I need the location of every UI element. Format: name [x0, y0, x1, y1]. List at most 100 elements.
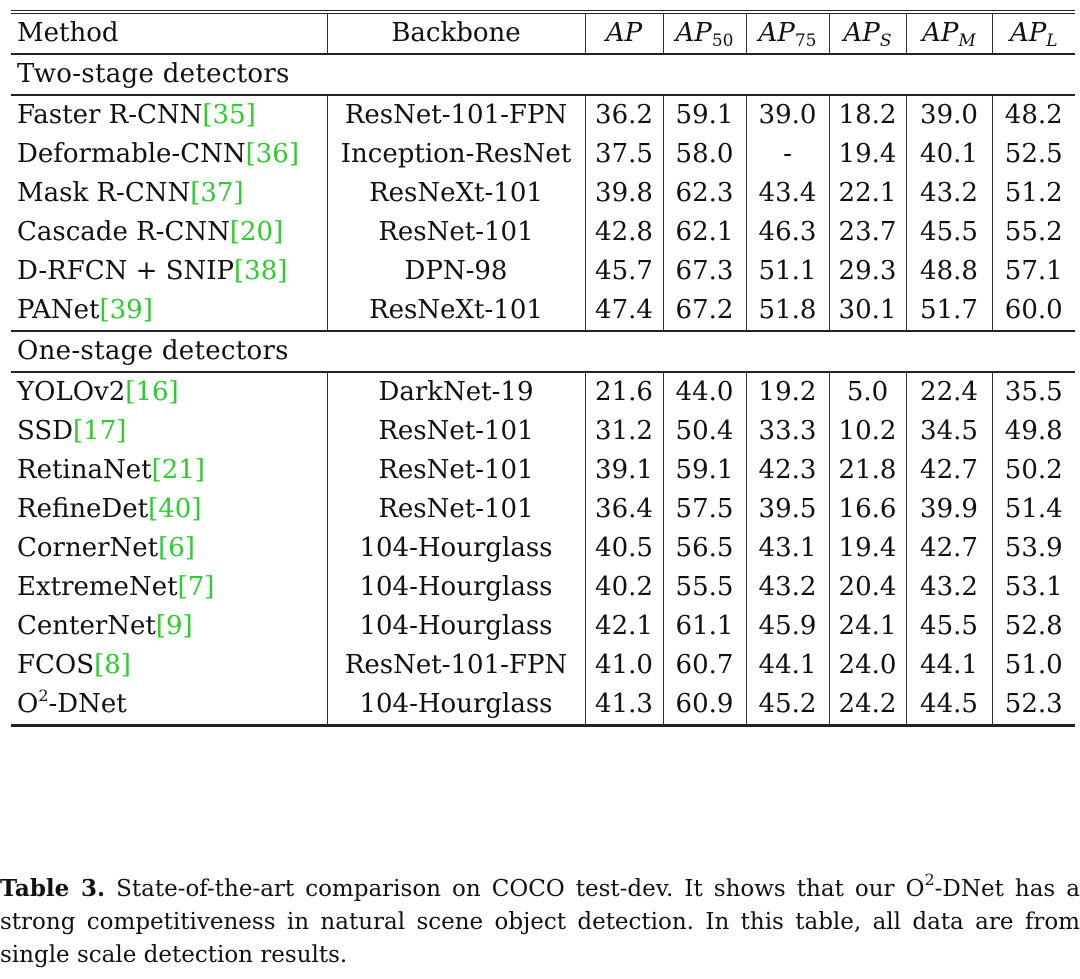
method-name: D-RFCN + SNIP: [17, 256, 235, 286]
ap-cell: 42.1: [584, 607, 663, 646]
ap50-cell: 44.0: [662, 372, 746, 412]
aps-cell: 19.4: [828, 529, 906, 568]
header-ap-text: AP: [605, 18, 643, 48]
backbone-cell: 104-Hourglass: [326, 568, 585, 607]
ap-cell: 31.2: [584, 412, 663, 451]
apl-cell: 55.2: [991, 213, 1075, 252]
apm-cell: 43.2: [905, 174, 992, 213]
apl-cell: 49.8: [991, 412, 1075, 451]
citation-link[interactable]: [40]: [148, 494, 202, 524]
aps-cell: 10.2: [828, 412, 906, 451]
backbone-cell: ResNet-101: [326, 490, 585, 529]
method-cell: Deformable-CNN[36]: [11, 135, 327, 174]
caption-text-a: State-of-the-art comparison on COCO test…: [105, 876, 925, 902]
backbone-cell: ResNet-101: [326, 412, 585, 451]
citation-link[interactable]: [6]: [158, 533, 195, 563]
apm-cell: 44.5: [905, 685, 992, 726]
header-apm-sub: M: [958, 31, 976, 51]
apm-cell: 42.7: [905, 529, 992, 568]
method-cell: RetinaNet[21]: [11, 451, 327, 490]
ap50-cell: 50.4: [662, 412, 746, 451]
apm-cell: 39.9: [905, 490, 992, 529]
method-name: YOLOv2: [17, 377, 126, 407]
ap75-cell: 39.0: [745, 95, 829, 135]
caption-text-b: -DNet has a strong competitiveness in na…: [0, 876, 1080, 968]
citation-link[interactable]: [36]: [245, 139, 299, 169]
header-aps-text: AP: [843, 18, 880, 48]
method-name: Cascade R-CNN: [17, 217, 230, 247]
apm-cell: 45.5: [905, 213, 992, 252]
ap50-cell: 60.7: [662, 646, 746, 685]
header-apl-sub: L: [1046, 31, 1058, 51]
method-cell: D-RFCN + SNIP[38]: [11, 252, 327, 291]
apm-cell: 45.5: [905, 607, 992, 646]
backbone-cell: ResNeXt-101: [326, 291, 585, 331]
header-apm: APM: [905, 12, 992, 54]
ap50-cell: 59.1: [662, 451, 746, 490]
table-row: PANet[39] ResNeXt-101 47.4 67.2 51.8 30.1 51.7…: [11, 291, 1075, 331]
method-cell: CenterNet[9]: [11, 607, 327, 646]
table-row: Faster R-CNN[35] ResNet-101-FPN 36.2 59.1 39…: [11, 95, 1075, 135]
ap75-cell: 43.1: [745, 529, 829, 568]
method-cell: PANet[39]: [11, 291, 327, 331]
header-ap50: AP50: [662, 12, 746, 54]
header-aps: APS: [828, 12, 906, 54]
aps-cell: 18.2: [828, 95, 906, 135]
results-table: Method Backbone AP AP50 AP75 APS APM APL…: [11, 10, 1075, 727]
ap-cell: 40.5: [584, 529, 663, 568]
ap-cell: 21.6: [584, 372, 663, 412]
ap75-cell: -: [745, 135, 829, 174]
apl-cell: 52.3: [991, 685, 1075, 726]
apl-cell: 52.8: [991, 607, 1075, 646]
apm-cell: 39.0: [905, 95, 992, 135]
citation-link[interactable]: [38]: [234, 256, 288, 286]
citation-link[interactable]: [17]: [73, 416, 127, 446]
citation-link[interactable]: [39]: [99, 295, 153, 325]
backbone-cell: ResNet-101-FPN: [326, 646, 585, 685]
table-row: D-RFCN + SNIP[38] DPN-98 45.7 67.3 51.1 29.3 4…: [11, 252, 1075, 291]
ap50-cell: 62.3: [662, 174, 746, 213]
ap-cell: 47.4: [584, 291, 663, 331]
apl-cell: 51.2: [991, 174, 1075, 213]
table-row: FCOS[8] ResNet-101-FPN 41.0 60.7 44.1 24.0 44.…: [11, 646, 1075, 685]
citation-link[interactable]: [9]: [155, 611, 193, 641]
citation-link[interactable]: [7]: [177, 572, 215, 602]
section-title: Two-stage detectors: [17, 59, 290, 89]
header-method: Method: [17, 18, 119, 48]
ap75-cell: 51.8: [745, 291, 829, 331]
citation-link[interactable]: [8]: [94, 650, 131, 680]
backbone-cell: Inception-ResNet: [326, 135, 585, 174]
header-ap75-text: AP: [758, 18, 795, 48]
section-header-row: Two-stage detectors: [11, 54, 1075, 95]
ap50-cell: 60.9: [662, 685, 746, 726]
method-cell: O2-DNet: [11, 685, 327, 726]
apm-cell: 42.7: [905, 451, 992, 490]
caption-label: Table 3.: [0, 875, 106, 902]
citation-link[interactable]: [21]: [151, 455, 205, 485]
ap50-cell: 67.3: [662, 252, 746, 291]
method-name: RetinaNet: [17, 455, 152, 485]
method-name: ExtremeNet: [17, 572, 178, 602]
method-name: Deformable-CNN: [17, 139, 246, 169]
ap75-cell: 43.2: [745, 568, 829, 607]
citation-link[interactable]: [35]: [202, 100, 256, 130]
apl-cell: 57.1: [991, 252, 1075, 291]
header-apm-text: AP: [922, 18, 959, 48]
apm-cell: 48.8: [905, 252, 992, 291]
table-row: SSD[17] ResNet-101 31.2 50.4 33.3 10.2 34.5 49.…: [11, 412, 1075, 451]
citation-link[interactable]: [37]: [190, 178, 244, 208]
ap75-cell: 39.5: [745, 490, 829, 529]
apl-cell: 48.2: [991, 95, 1075, 135]
citation-link[interactable]: [16]: [125, 377, 179, 407]
backbone-cell: ResNet-101-FPN: [326, 95, 585, 135]
header-apl: APL: [991, 12, 1075, 54]
citation-link[interactable]: [20]: [229, 217, 284, 247]
backbone-cell: ResNet-101: [326, 213, 585, 252]
ap75-cell: 46.3: [745, 213, 829, 252]
method-name: CornerNet: [17, 533, 159, 563]
ap-cell: 37.5: [584, 135, 663, 174]
aps-cell: 20.4: [828, 568, 906, 607]
ap-cell: 36.4: [584, 490, 663, 529]
method-cell: FCOS[8]: [11, 646, 327, 685]
